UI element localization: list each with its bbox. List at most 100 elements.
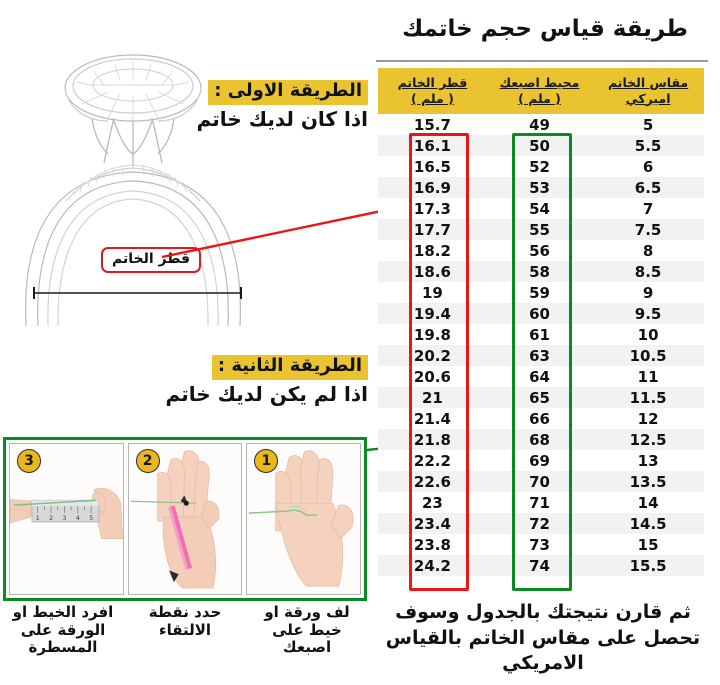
cell-ring-diameter: 23 [378,492,487,514]
header-finger-circumference-line1: محيط اصبعك [499,75,580,90]
cell-ring-diameter: 21.8 [378,429,487,451]
cell-ring-diameter: 21.4 [378,408,487,430]
title-divider [376,60,708,62]
svg-text:1: 1 [36,515,40,522]
cell-finger-circumference: 59 [486,282,593,304]
caption-step-1: لف ورقة او خيط على اصبعك [264,603,350,657]
cell-us-ring-size: 13 [592,450,704,472]
cell-us-ring-size: 8.5 [592,261,704,283]
cell-us-ring-size: 13.5 [592,471,704,493]
cell-ring-diameter: 17.3 [378,198,487,220]
table-row: 17.3 54 7 [378,198,704,220]
table-row: 23.4 72 14.5 [378,513,704,535]
svg-text:4: 4 [76,515,80,522]
table-row: 16.9 53 6.5 [378,177,704,199]
table-row: 19 59 9 [378,282,704,304]
header-finger-circumference: محيط اصبعك ( ملم ) [486,68,593,115]
cell-finger-circumference: 69 [486,450,593,472]
cell-us-ring-size: 8 [592,240,704,262]
cell-us-ring-size: 5 [592,114,704,136]
method-one-tag: الطريقة الاولى : [208,80,368,105]
cell-ring-diameter: 23.4 [378,513,487,535]
header-ring-diameter: قطر الخاتم ( ملم ) [378,68,487,115]
cell-finger-circumference: 63 [486,345,593,367]
cell-finger-circumference: 54 [486,198,593,220]
cell-ring-diameter: 22.2 [378,450,487,472]
cell-us-ring-size: 7.5 [592,219,704,241]
cell-ring-diameter: 20.6 [378,366,487,388]
cell-us-ring-size: 10.5 [592,345,704,367]
cell-us-ring-size: 12.5 [592,429,704,451]
table-header-row: قطر الخاتم ( ملم ) محيط اصبعك ( ملم ) مق… [378,68,704,115]
cell-us-ring-size: 5.5 [592,135,704,157]
cell-ring-diameter: 16.9 [378,177,487,199]
cell-ring-diameter: 19 [378,282,487,304]
ruler-measure-photo: 3 [9,443,124,595]
step-badge-3: 3 [17,449,41,473]
cell-ring-diameter: 19.8 [378,324,487,346]
table-row: 21.8 68 12.5 [378,429,704,451]
cell-finger-circumference: 58 [486,261,593,283]
cell-finger-circumference: 71 [486,492,593,514]
table-row: 17.7 55 7.5 [378,219,704,241]
cell-us-ring-size: 11.5 [592,387,704,409]
cell-finger-circumference: 53 [486,177,593,199]
table-row: 22.6 70 13.5 [378,471,704,493]
cell-us-ring-size: 15.5 [592,555,704,577]
header-us-ring-size-line2: اميركي [625,90,671,106]
steps-photo-strip: 3 [3,437,367,601]
ring-size-table: قطر الخاتم ( ملم ) محيط اصبعك ( ملم ) مق… [378,68,704,577]
table-row: 20.6 64 11 [378,366,704,388]
cell-ring-diameter: 22.6 [378,471,487,493]
pencil-mark-photo: 2 [127,443,243,595]
table-row: 18.6 58 8.5 [378,261,704,283]
svg-text:3: 3 [63,515,67,522]
cell-us-ring-size: 15 [592,534,704,556]
diameter-measure-line [30,285,245,301]
svg-text:2: 2 [49,515,53,522]
cell-ring-diameter: 21 [378,387,487,409]
ring-illustration [8,26,258,326]
closing-note: ثم قارن نتيجتك بالجدول وسوف تحصل على مقا… [385,601,701,675]
cell-us-ring-size: 12 [592,408,704,430]
cell-us-ring-size: 14 [592,492,704,514]
cell-us-ring-size: 10 [592,324,704,346]
cell-ring-diameter: 17.7 [378,219,487,241]
cell-us-ring-size: 6.5 [592,177,704,199]
cell-finger-circumference: 70 [486,471,593,493]
svg-text:5: 5 [89,515,93,522]
table-row: 24.2 74 15.5 [378,555,704,577]
table-row: 21 65 11.5 [378,387,704,409]
table-row: 23 71 14 [378,492,704,514]
table-row: 22.2 69 13 [378,450,704,472]
table-row: 23.8 73 15 [378,534,704,556]
table-row: 20.2 63 10.5 [378,345,704,367]
method-one-block: الطريقة الاولى : اذا كان لديك خاتم [150,80,368,131]
table-row: 16.1 50 5.5 [378,135,704,157]
cell-ring-diameter: 23.8 [378,534,487,556]
cell-ring-diameter: 18.2 [378,240,487,262]
cell-us-ring-size: 7 [592,198,704,220]
table-row: 19.4 60 9.5 [378,303,704,325]
method-two-block: الطريقة الثانية : اذا لم يكن لديك خاتم [150,355,368,406]
cell-finger-circumference: 60 [486,303,593,325]
diameter-connector-line [160,195,415,270]
header-finger-circumference-unit: ( ملم ) [518,90,561,106]
cell-ring-diameter: 15.7 [378,114,487,136]
wrap-string-photo: 1 [246,443,362,595]
cell-finger-circumference: 61 [486,324,593,346]
cell-us-ring-size: 9 [592,282,704,304]
caption-step-2: حدد نقطة الالتقاء [148,603,222,639]
table-row: 16.5 52 6 [378,156,704,178]
table-body: 15.7 49 5 16.1 50 5.5 16.5 52 6 16.9 53 6.5 17.3 54 7 1… [378,114,704,577]
header-ring-diameter-unit: ( ملم ) [411,90,454,106]
cell-finger-circumference: 56 [486,240,593,262]
cell-finger-circumference: 66 [486,408,593,430]
cell-us-ring-size: 11 [592,366,704,388]
cell-finger-circumference: 64 [486,366,593,388]
header-us-ring-size-line1: مقاس الخاتم [607,75,689,90]
cell-ring-diameter: 18.6 [378,261,487,283]
cell-finger-circumference: 73 [486,534,593,556]
cell-finger-circumference: 72 [486,513,593,535]
